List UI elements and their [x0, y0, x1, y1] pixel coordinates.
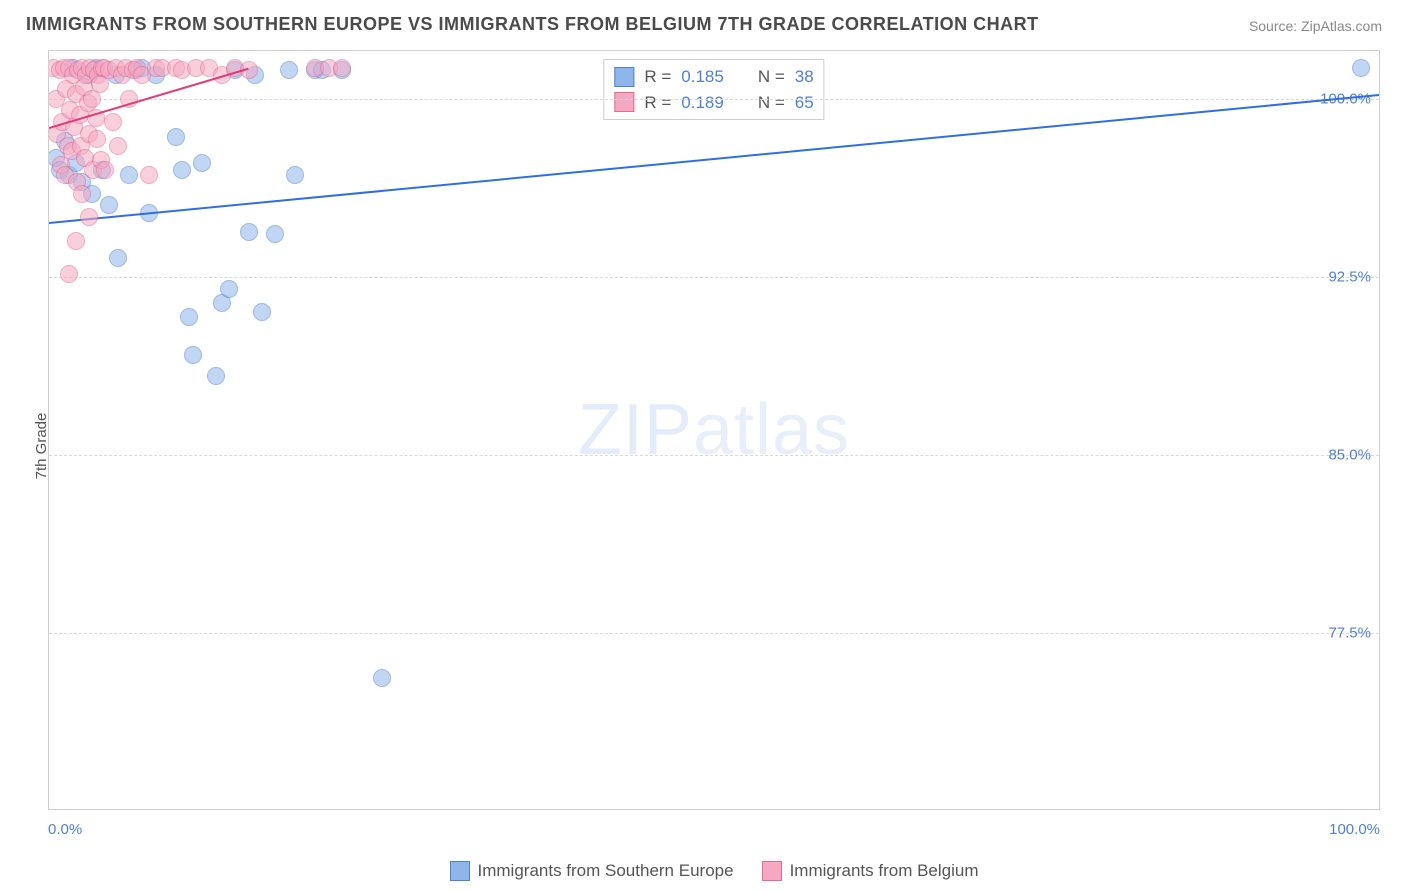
scatter-point — [286, 166, 304, 184]
x-min-label: 0.0% — [48, 821, 82, 838]
stats-row: R = 0.189 N = 65 — [614, 90, 813, 116]
y-tick-label: 77.5% — [1328, 624, 1371, 641]
scatter-point — [88, 130, 106, 148]
x-tick — [688, 809, 689, 810]
source-prefix: Source: — [1249, 18, 1301, 34]
scatter-point — [220, 280, 238, 298]
scatter-point — [333, 59, 351, 77]
n-label: N = — [758, 64, 785, 90]
scatter-point — [184, 346, 202, 364]
scatter-point — [120, 166, 138, 184]
scatter-point — [60, 265, 78, 283]
gridline-h — [49, 277, 1379, 278]
bottom-legend: Immigrants from Southern Europe Immigrant… — [48, 861, 1380, 886]
legend-item: Immigrants from Southern Europe — [450, 861, 734, 881]
scatter-point — [96, 161, 114, 179]
scatter-point — [240, 223, 258, 241]
scatter-point — [253, 303, 271, 321]
gridline-h — [49, 455, 1379, 456]
legend-label: Immigrants from Belgium — [790, 861, 979, 881]
legend-item: Immigrants from Belgium — [762, 861, 979, 881]
x-tick — [848, 809, 849, 810]
chart-title: IMMIGRANTS FROM SOUTHERN EUROPE VS IMMIG… — [26, 14, 1039, 35]
r-value: 0.185 — [681, 64, 724, 90]
stats-legend-box: R = 0.185 N = 38 R = 0.189 N = 65 — [603, 59, 824, 120]
scatter-point — [373, 669, 391, 687]
n-value: 38 — [795, 64, 814, 90]
n-value: 65 — [795, 90, 814, 116]
series-swatch — [614, 92, 634, 112]
scatter-point — [193, 154, 211, 172]
watermark: ZIPatlas — [578, 389, 850, 471]
x-tick — [49, 809, 50, 810]
series-swatch — [762, 861, 782, 881]
x-tick — [369, 809, 370, 810]
gridline-h — [49, 633, 1379, 634]
scatter-point — [73, 185, 91, 203]
x-tick — [1168, 809, 1169, 810]
scatter-point — [167, 128, 185, 146]
x-max-label: 100.0% — [1329, 821, 1380, 838]
source-attribution: Source: ZipAtlas.com — [1249, 18, 1382, 34]
scatter-point — [104, 113, 122, 131]
watermark-bold: ZIP — [578, 390, 693, 470]
x-tick — [1008, 809, 1009, 810]
y-tick-label: 92.5% — [1328, 268, 1371, 285]
gridline-h — [49, 99, 1379, 100]
r-label: R = — [644, 64, 671, 90]
plot-area: ZIPatlas R = 0.185 N = 38 R = 0.189 N = 65 77.5… — [48, 50, 1380, 810]
scatter-point — [109, 137, 127, 155]
scatter-point — [109, 249, 127, 267]
scatter-point — [67, 232, 85, 250]
scatter-point — [100, 196, 118, 214]
x-tick — [209, 809, 210, 810]
scatter-point — [266, 225, 284, 243]
chart-root: IMMIGRANTS FROM SOUTHERN EUROPE VS IMMIG… — [0, 0, 1406, 892]
scatter-point — [173, 161, 191, 179]
scatter-point — [140, 166, 158, 184]
r-value: 0.189 — [681, 90, 724, 116]
scatter-point — [280, 61, 298, 79]
r-label: R = — [644, 90, 671, 116]
scatter-point — [80, 208, 98, 226]
scatter-point — [180, 308, 198, 326]
watermark-thin: atlas — [693, 390, 850, 470]
x-tick — [529, 809, 530, 810]
legend-label: Immigrants from Southern Europe — [478, 861, 734, 881]
scatter-point — [207, 367, 225, 385]
source-link[interactable]: ZipAtlas.com — [1301, 18, 1382, 34]
series-swatch — [614, 67, 634, 87]
n-label: N = — [758, 90, 785, 116]
scatter-point — [1352, 59, 1370, 77]
stats-row: R = 0.185 N = 38 — [614, 64, 813, 90]
series-swatch — [450, 861, 470, 881]
y-tick-label: 85.0% — [1328, 446, 1371, 463]
